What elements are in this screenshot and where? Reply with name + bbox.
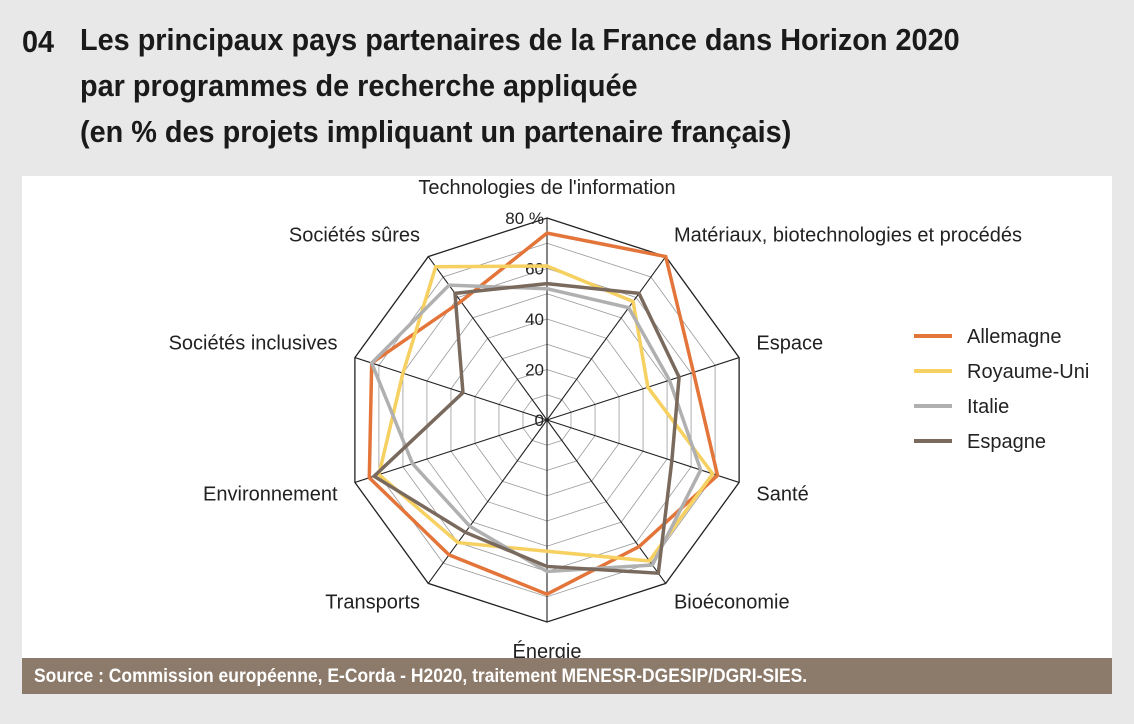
legend-label: Italie bbox=[967, 396, 1009, 418]
radial-tick-label: 60 bbox=[525, 260, 544, 279]
axis-label: Matériaux, biotechnologies et procédés bbox=[674, 224, 1022, 246]
chart-panel: 0 20 40 60 80 % Technologies de l'information… bbox=[22, 176, 1112, 658]
axis-label: Technologies de l'information bbox=[418, 177, 675, 199]
axis-label: Sociétés inclusives bbox=[169, 332, 338, 354]
axis-label: Bioéconomie bbox=[674, 592, 790, 614]
radial-tick-label: 80 % bbox=[505, 209, 544, 228]
axis-label: Énergie bbox=[513, 640, 582, 658]
axis-spoke bbox=[546, 419, 667, 584]
source-bar: Source : Commission européenne, E-Corda … bbox=[22, 658, 1112, 694]
axis-label: Environnement bbox=[203, 484, 338, 506]
axis-label: Espace bbox=[756, 332, 823, 354]
title-line-2: par programmes de recherche appliquée bbox=[80, 68, 638, 103]
figure-title: Les principaux pays partenaires de la Fr… bbox=[80, 17, 1066, 155]
axis-label: Transports bbox=[325, 592, 420, 614]
legend-label: Royaume-Uni bbox=[967, 361, 1089, 383]
radar-chart: 0 20 40 60 80 % Technologies de l'information… bbox=[169, 177, 1090, 658]
axis-label: Sociétés sûres bbox=[289, 224, 420, 246]
series-line-royaume-uni bbox=[376, 264, 715, 563]
legend-label: Allemagne bbox=[967, 326, 1062, 348]
figure-number: 04 bbox=[22, 24, 55, 59]
series-line-italie bbox=[369, 283, 703, 574]
axis-label: Santé bbox=[756, 484, 808, 506]
series-line-espagne bbox=[371, 281, 681, 576]
series-line-allemagne bbox=[367, 231, 720, 597]
axis-spoke bbox=[354, 357, 548, 421]
axis-spoke bbox=[546, 256, 667, 421]
radial-tick-label: 40 bbox=[525, 310, 544, 329]
source-text: Source : Commission européenne, E-Corda … bbox=[34, 666, 808, 687]
radial-tick-label: 0 bbox=[535, 411, 544, 430]
axis-spoke bbox=[546, 419, 740, 483]
axis-spoke bbox=[546, 357, 740, 421]
legend-label: Espagne bbox=[967, 431, 1046, 453]
radial-tick-label: 20 bbox=[525, 361, 544, 380]
axis-spoke bbox=[354, 419, 548, 483]
title-line-1: Les principaux pays partenaires de la Fr… bbox=[80, 22, 960, 57]
title-line-3: (en % des projets impliquant un partenai… bbox=[80, 114, 792, 149]
